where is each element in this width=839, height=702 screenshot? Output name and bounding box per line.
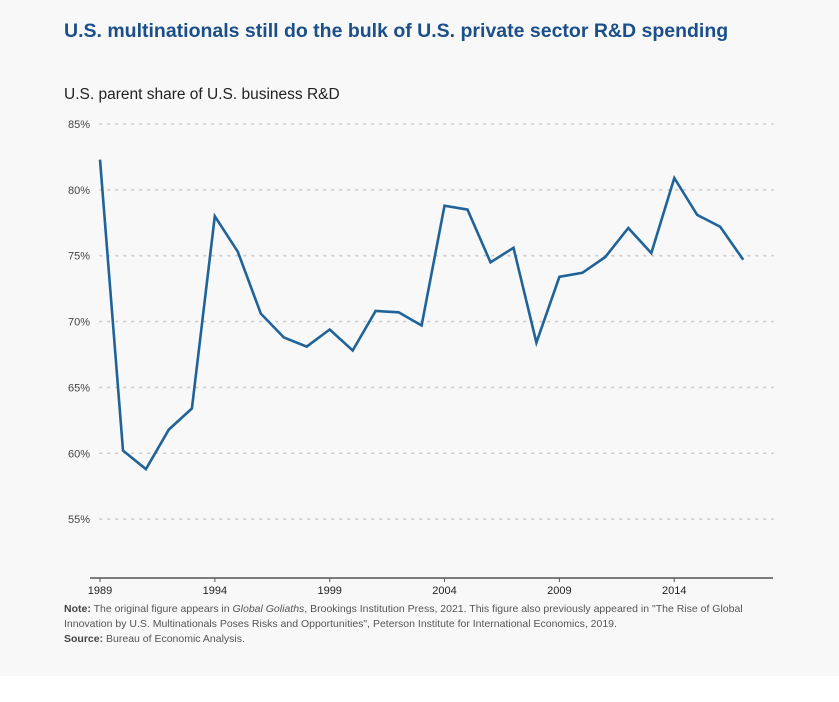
y-tick-label: 70% <box>68 317 90 329</box>
x-tick-label: 2004 <box>432 585 456 597</box>
series <box>98 159 745 472</box>
chart-panel <box>0 0 839 676</box>
x-tick-label: 2009 <box>547 585 571 597</box>
chart-subtitle: U.S. parent share of U.S. business R&D <box>64 86 340 103</box>
x-tick-label: 1999 <box>317 585 341 597</box>
x-tick-label: 1994 <box>203 585 227 597</box>
line-chart: 55% 60% 65% 70% 75% 80% 85% 1989 1994 1999 2004 20… <box>68 119 774 597</box>
x-tick-label: 1989 <box>88 585 112 597</box>
y-tick-label: 80% <box>68 185 90 197</box>
footnote: Note: The original figure appears in Glo… <box>64 602 784 647</box>
y-tick-label: 60% <box>68 448 90 460</box>
y-axis-labels: 55% 60% 65% 70% 75% 80% 85% <box>68 119 90 526</box>
series-line <box>98 159 745 472</box>
gridlines <box>99 123 774 520</box>
source-label: Source: <box>64 633 104 645</box>
y-tick-label: 65% <box>68 382 90 394</box>
y-tick-label: 55% <box>68 514 90 526</box>
x-axis: 1989 1994 1999 2004 2009 2014 <box>88 577 773 597</box>
x-tick-label: 2014 <box>662 585 686 597</box>
y-tick-label: 75% <box>68 251 90 263</box>
y-tick-label: 85% <box>68 119 90 131</box>
note-label: Note: <box>64 603 91 615</box>
book-title: Global Goliaths <box>232 603 305 615</box>
chart-title: U.S. multinationals still do the bulk of… <box>64 20 729 42</box>
source-text: Source: Bureau of Economic Analysis. <box>64 633 245 645</box>
note-text: Note: The original figure appears in Glo… <box>64 603 743 630</box>
